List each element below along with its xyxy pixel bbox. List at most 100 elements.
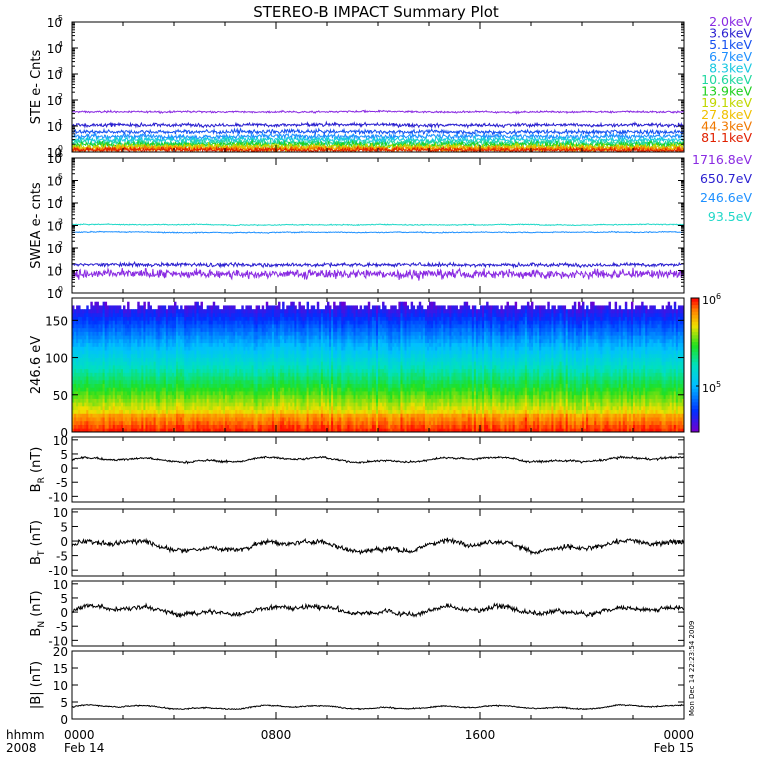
heatmap-cell bbox=[322, 361, 326, 366]
heatmap-cell bbox=[182, 376, 185, 381]
heatmap-cell bbox=[157, 405, 161, 411]
heatmap-cell bbox=[200, 312, 203, 318]
heatmap-cell bbox=[333, 365, 336, 370]
heatmap-cell bbox=[200, 305, 203, 310]
heatmap-cell bbox=[198, 391, 201, 396]
heatmap-cell bbox=[208, 357, 212, 362]
heatmap-cell bbox=[151, 402, 154, 407]
heatmap-cell bbox=[269, 402, 273, 407]
heatmap-cell bbox=[171, 320, 175, 325]
heatmap-cell bbox=[306, 350, 310, 355]
heatmap-cell bbox=[202, 398, 205, 403]
heatmap-cell bbox=[208, 327, 212, 332]
heatmap-cell bbox=[255, 405, 259, 411]
heatmap-cell bbox=[302, 394, 305, 399]
heatmap-cell bbox=[353, 350, 356, 355]
heatmap-cell bbox=[282, 413, 285, 418]
heatmap-cell bbox=[171, 420, 175, 425]
heatmap-cell bbox=[92, 357, 95, 362]
heatmap-cell bbox=[104, 301, 108, 306]
heatmap-cell bbox=[190, 417, 193, 422]
heatmap-cell bbox=[155, 405, 159, 411]
heatmap-cell bbox=[231, 383, 234, 388]
heatmap-cell bbox=[247, 394, 250, 399]
heatmap-cell bbox=[192, 365, 195, 370]
heatmap-cell bbox=[265, 301, 269, 306]
heatmap-cell bbox=[104, 357, 108, 362]
heatmap-cell bbox=[143, 376, 146, 381]
heatmap-cell bbox=[178, 402, 181, 407]
heatmap-cell bbox=[176, 376, 179, 381]
heatmap-cell bbox=[227, 372, 230, 377]
heatmap-cell bbox=[157, 320, 161, 325]
heatmap-cell bbox=[245, 413, 248, 418]
heatmap-cell bbox=[345, 357, 348, 362]
heatmap-cell bbox=[178, 320, 181, 325]
heatmap-cell bbox=[214, 376, 218, 381]
heatmap-cell bbox=[308, 405, 312, 411]
heatmap-cell bbox=[147, 424, 150, 429]
heatmap-cell bbox=[351, 383, 354, 388]
heatmap-cell bbox=[239, 402, 242, 407]
heatmap-cell bbox=[282, 394, 285, 399]
heatmap-cell bbox=[302, 305, 305, 310]
heatmap-cell bbox=[180, 413, 183, 418]
heatmap-cell bbox=[345, 368, 348, 373]
heatmap-cell bbox=[278, 372, 281, 377]
heatmap-cell bbox=[220, 338, 224, 344]
heatmap-cell bbox=[216, 376, 220, 381]
heatmap-cell bbox=[314, 420, 318, 425]
heatmap-cell bbox=[76, 391, 79, 396]
heatmap-cell bbox=[331, 324, 334, 329]
heatmap-cell bbox=[322, 387, 326, 392]
heatmap-cell bbox=[88, 312, 91, 318]
heatmap-cell bbox=[243, 346, 246, 351]
heatmap-cell bbox=[300, 379, 303, 385]
heatmap-cell bbox=[94, 335, 97, 340]
heatmap-cell bbox=[316, 428, 320, 433]
heatmap-cell bbox=[300, 342, 303, 347]
heatmap-cell bbox=[106, 320, 110, 325]
heatmap-cell bbox=[114, 394, 118, 399]
heatmap-cell bbox=[114, 372, 118, 377]
heatmap-cell bbox=[235, 324, 238, 329]
heatmap-cell bbox=[112, 320, 116, 325]
heatmap-cell bbox=[310, 391, 314, 396]
heatmap-cell bbox=[318, 327, 322, 332]
heatmap-cell bbox=[72, 309, 75, 314]
heatmap-cell bbox=[261, 342, 265, 347]
heatmap-cell bbox=[155, 324, 159, 329]
heatmap-cell bbox=[147, 350, 150, 355]
heatmap-cell bbox=[220, 331, 224, 336]
heatmap-cell bbox=[233, 361, 236, 366]
heatmap-cell bbox=[296, 309, 299, 314]
heatmap-cell bbox=[294, 309, 297, 314]
heatmap-cell bbox=[106, 327, 110, 332]
heatmap-cell bbox=[259, 320, 263, 325]
heatmap-cell bbox=[169, 335, 173, 340]
heatmap-cell bbox=[204, 402, 208, 407]
heatmap-cell bbox=[171, 331, 175, 336]
heatmap-cell bbox=[339, 394, 342, 399]
heatmap-cell bbox=[118, 398, 122, 403]
heatmap-cell bbox=[312, 394, 316, 399]
heatmap-cell bbox=[267, 417, 271, 422]
heatmap-cell bbox=[165, 320, 169, 325]
heatmap-cell bbox=[149, 353, 152, 358]
heatmap-cell bbox=[263, 417, 267, 422]
heatmap-cell bbox=[337, 387, 340, 392]
heatmap-cell bbox=[100, 324, 103, 329]
heatmap-cell bbox=[123, 405, 126, 411]
heatmap-cell bbox=[296, 424, 299, 429]
heatmap-cell bbox=[324, 394, 328, 399]
heatmap-cell bbox=[345, 383, 348, 388]
heatmap-cell bbox=[276, 357, 279, 362]
heatmap-cell bbox=[351, 338, 354, 344]
heatmap-cell bbox=[102, 383, 106, 388]
heatmap-cell bbox=[278, 353, 281, 358]
heatmap-cell bbox=[345, 372, 348, 377]
heatmap-cell bbox=[200, 316, 203, 321]
heatmap-cell bbox=[110, 350, 114, 355]
heatmap-cell bbox=[118, 342, 122, 347]
heatmap-cell bbox=[218, 312, 222, 318]
